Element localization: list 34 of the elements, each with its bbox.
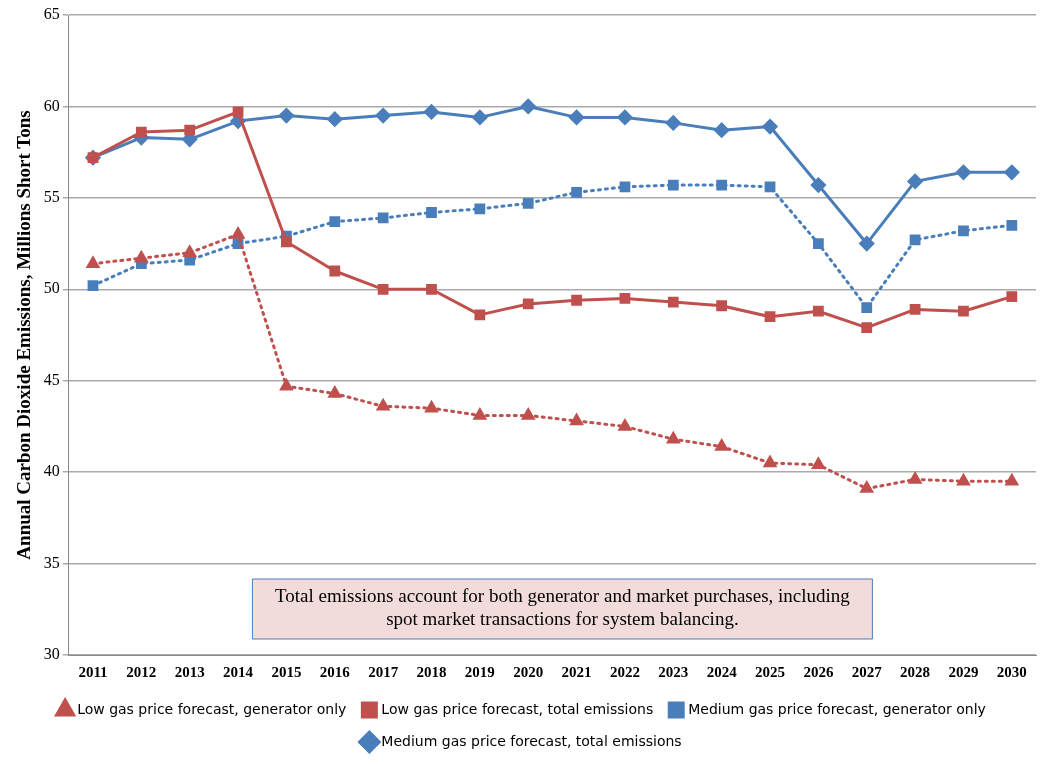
x-tick-label: 2026 [803,663,834,680]
y-axis-title: Annual Carbon Dioxide Emissions, Millions Short Tons [13,110,35,560]
y-tick-label: 30 [43,645,60,663]
y-tick-label: 50 [43,279,60,297]
x-tick-label: 2020 [513,663,544,680]
x-tick-label: 2029 [948,663,979,680]
annotation: Total emissions account for both generator and market purchases, including spot market transactions for system balancing. [274,585,851,630]
x-tick-label: 2012 [126,663,157,680]
x-tick-label: 2028 [900,663,931,680]
x-tick-label: 2025 [755,663,786,680]
x-tick-label: 2022 [609,663,640,680]
y-tick-label: 55 [43,188,60,206]
x-tick-label: 2024 [706,663,738,680]
x-tick-label: 2018 [416,663,447,680]
x-tick-label: 2023 [658,663,689,680]
y-tick-label: 35 [43,553,60,571]
x-tick-label: 2015 [271,663,302,680]
y-tick-label: 65 [43,5,60,23]
x-tick-label: 2027 [851,663,883,680]
x-tick-label: 2030 [996,663,1027,680]
x-tick-label: 2019 [464,663,495,680]
x-tick-label: 2016 [319,663,351,680]
y-tick-label: 45 [43,370,60,388]
y-tick-label: 40 [43,462,60,480]
legend-label: Medium gas price forecast, total emissions [381,732,682,749]
legend-label: Medium gas price forecast, generator only [688,700,986,717]
x-tick-label: 2013 [174,663,205,680]
x-tick-label: 2017 [368,663,399,680]
x-tick-label: 2021 [561,663,592,680]
x-tick-label: 2011 [78,663,108,680]
legend-label: Low gas price forecast, total emissions [381,700,654,717]
y-tick-label: 60 [43,96,60,114]
x-tick-label: 2014 [223,663,254,680]
legend-label: Low gas price forecast, generator only [77,700,347,717]
